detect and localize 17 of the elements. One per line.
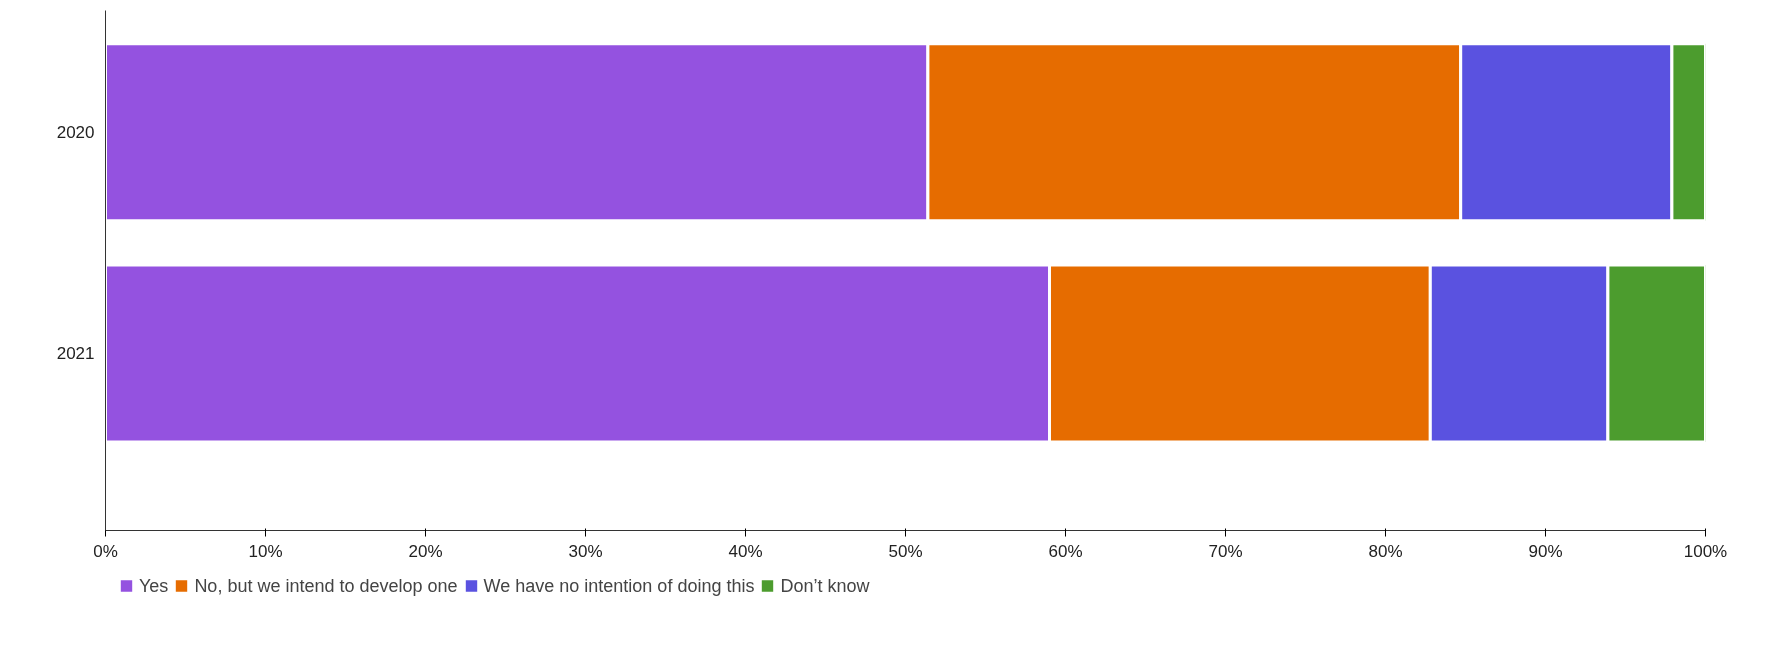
y-tick-label: 2021 [56, 344, 95, 364]
x-tick-label: 10% [248, 541, 283, 561]
x-tick-label: 70% [1208, 541, 1243, 561]
x-tick-label: 100% [1683, 541, 1728, 561]
y-tick-label: 2020 [56, 123, 95, 143]
x-tick-label: 40% [728, 541, 763, 561]
x-tick-label: 90% [1528, 541, 1563, 561]
x-tick-label: 80% [1368, 541, 1403, 561]
x-tick-label: 30% [568, 541, 603, 561]
x-tick-label: 50% [888, 541, 923, 561]
legend-label: Don’t know [780, 575, 870, 596]
legend-label: Yes [139, 575, 169, 596]
legend-label: We have no intention of doing this [483, 575, 755, 596]
x-tick-label: 0% [93, 541, 118, 561]
legend-label: No, but we intend to develop one [194, 575, 458, 596]
x-tick-label: 20% [408, 541, 443, 561]
x-tick-label: 60% [1048, 541, 1083, 561]
